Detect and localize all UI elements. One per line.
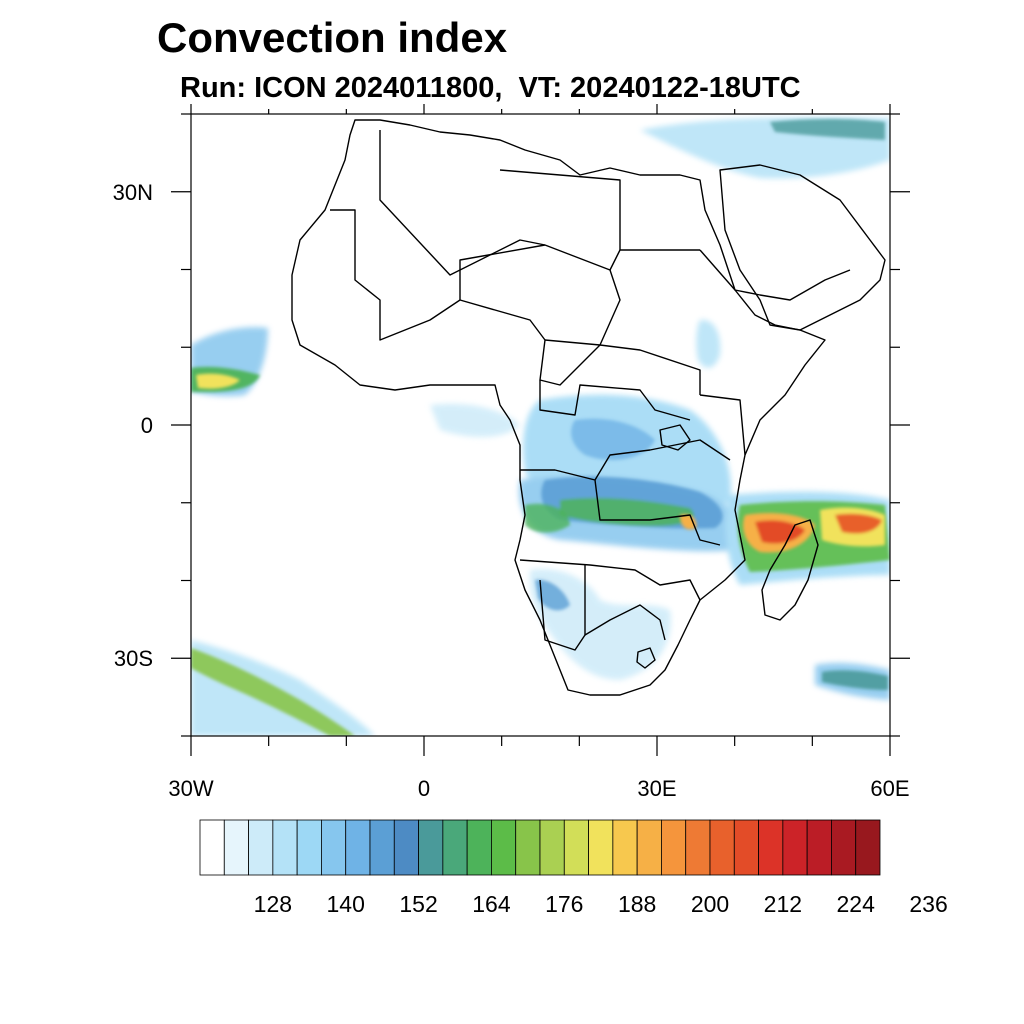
colorbar-swatch [588,819,614,876]
colorbar-tick-label: 236 [909,891,947,917]
convection-field [191,117,890,736]
lat-label-0: 0 [141,413,153,438]
field-gulf-guinea [430,403,520,437]
field-hot-4 [835,513,882,534]
border-12 [699,249,851,301]
border-9 [519,559,701,601]
border-10 [584,565,666,641]
colorbar-swatch [636,819,662,876]
colorbar-swatch [418,819,444,876]
border-7 [520,469,721,546]
colorbar-swatch [855,819,881,876]
colorbar-swatch [758,819,784,876]
colorbar-swatch [491,819,517,876]
field-ethiopia [696,319,721,368]
border-3 [330,209,621,386]
colorbar-tick-label: 128 [254,891,292,917]
colorbar-swatch [539,819,565,876]
colorbar-swatch [612,819,638,876]
colorbar-tick-label: 200 [691,891,729,917]
colorbar-tick-label: 176 [545,891,583,917]
colorbar-swatch [661,819,687,876]
field-saf-core [535,579,570,611]
lat-label-30s: 30S [114,646,153,671]
lesotho [636,647,656,669]
border-6 [539,380,691,421]
lon-label-30w: 30W [168,776,213,801]
border-2 [499,169,621,250]
africa-coastline [291,119,826,696]
colorbar-swatch [199,819,225,876]
colorbar-tick-label: 140 [327,891,365,917]
border-1 [379,130,700,276]
axis-ticks [171,104,910,756]
field-hot-2 [755,520,805,544]
colorbar-swatch [393,819,419,876]
colorbar-swatch [296,819,322,876]
colorbar-tick-label: 164 [472,891,511,917]
colorbar-tick-label: 152 [399,891,437,917]
lon-label-0: 0 [418,776,430,801]
border-11 [539,579,586,651]
coastlines-and-borders [291,119,886,696]
border-4 [459,244,546,300]
field-south-atlantic [191,640,375,736]
chart-subtitle: Run: ICON 2024011800, VT: 20240122-18UTC [180,72,801,104]
madagascar [761,519,819,621]
colorbar-swatch [466,819,492,876]
lat-label-30n: 30N [113,180,153,205]
colorbar-swatch [369,819,395,876]
colorbar-swatch [563,819,589,876]
colorbar-swatch [685,819,711,876]
colorbar-swatch [733,819,759,876]
colorbar-swatch [272,819,298,876]
border-13 [699,394,746,456]
colorbar-tick-label: 224 [837,891,876,917]
colorbar-swatch [709,819,735,876]
border-5 [544,339,701,395]
field-core-congo [571,418,655,460]
colorbar-swatch [223,819,249,876]
colorbar-swatch [248,819,274,876]
colorbar-swatch [806,819,832,876]
colorbar-tick-label: 188 [618,891,656,917]
colorbar-swatch [442,819,468,876]
colorbar-swatch [345,819,371,876]
lake-victoria [659,424,691,451]
arabia [719,164,886,331]
field-core-angola [525,503,570,533]
chart-title: Convection index [157,14,508,61]
colorbar-tick-label: 212 [764,891,802,917]
field-satl-core [191,648,355,736]
colorbar-swatch [515,819,541,876]
lon-label-60e: 60E [870,776,909,801]
field-hot-6 [680,514,697,530]
field-hot-5 [196,373,240,389]
lon-label-30e: 30E [637,776,676,801]
colorbar-swatch [831,819,857,876]
field-se-core [822,670,888,690]
border-8 [594,439,731,481]
colorbar: 128 140 152 164 176 188 200 212 224 236 [199,819,948,917]
colorbar-swatch [782,819,808,876]
field-ne-core [770,119,885,140]
colorbar-swatch [321,819,347,876]
